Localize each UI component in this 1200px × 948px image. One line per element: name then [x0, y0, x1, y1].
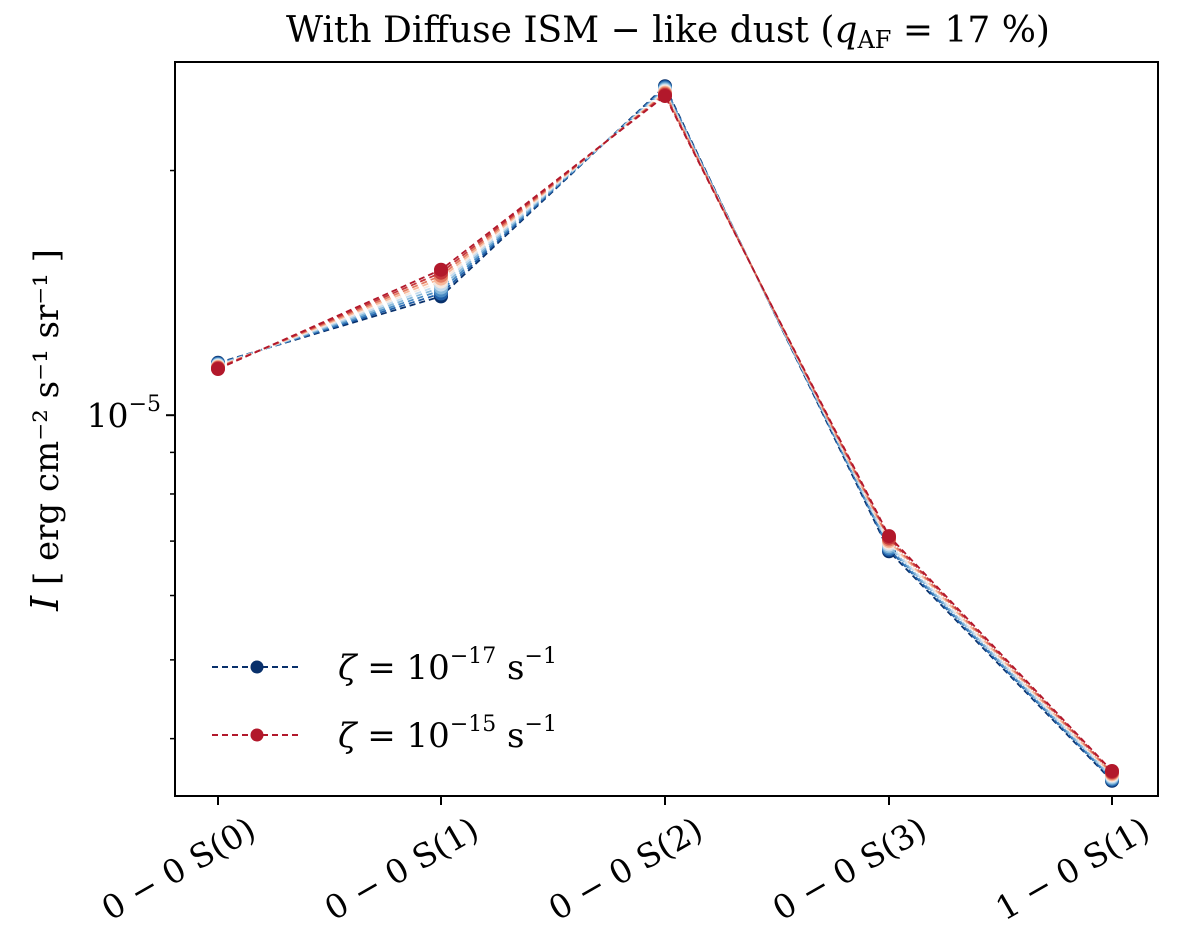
chart-title-q-sub: AF — [856, 26, 891, 54]
plot-frame — [174, 61, 1159, 797]
x-ticks: 0 − 0 S(0) 0 − 0 S(1) 0 − 0 S(2) 0 − 0 S(3)… — [95, 796, 1156, 928]
y-axis-label-units: [ erg cm⁻² s⁻¹ sr⁻¹ ] — [27, 249, 67, 585]
y-ticks: 10−5 — [87, 169, 175, 740]
legend-marker-high — [250, 728, 264, 742]
series-line-0 — [217, 84, 1113, 782]
series-9-point-3 — [882, 529, 896, 544]
chart-title-q: q — [834, 10, 857, 51]
legend-label-high: ζ = 10−15 s−1 — [338, 712, 557, 756]
series-9-point-2 — [658, 89, 672, 103]
series-9-point-1 — [434, 262, 448, 277]
x-tick-label-2: 0 − 0 S(2) — [542, 809, 709, 928]
series-line-1 — [217, 85, 1113, 781]
series-line-2 — [217, 86, 1113, 780]
series-9-point-0 — [211, 362, 225, 376]
series-line-8 — [217, 93, 1113, 773]
x-tick-label-0: 0 − 0 S(0) — [95, 809, 262, 928]
y-axis-label: I [ erg cm⁻² s⁻¹ sr⁻¹ ] — [23, 249, 67, 612]
y-tick-label-0: 10−5 — [87, 392, 161, 435]
chart-title: With Diffuse ISM − like dust (qAF = 17 %… — [286, 10, 1050, 54]
x-tick-label-3: 0 − 0 S(3) — [766, 809, 933, 928]
y-axis-label-var: I — [23, 595, 67, 612]
series-line-7 — [217, 92, 1113, 774]
series-layer — [211, 79, 1119, 788]
legend-label-low: ζ = 10−17 s−1 — [338, 644, 557, 688]
legend-marker-low — [250, 660, 264, 674]
x-tick-label-1: 0 − 0 S(1) — [318, 809, 485, 928]
chart-title-rest: = 17 %) — [891, 10, 1050, 51]
x-tick-label-4: 1 − 0 S(1) — [989, 809, 1156, 928]
legend: ζ = 10−17 s−1 ζ = 10−15 s−1 — [212, 644, 557, 756]
series-line-9 — [217, 94, 1113, 772]
chart-title-main: With Diffuse ISM − like dust ( — [286, 10, 834, 51]
series-9-point-4 — [1105, 764, 1119, 778]
